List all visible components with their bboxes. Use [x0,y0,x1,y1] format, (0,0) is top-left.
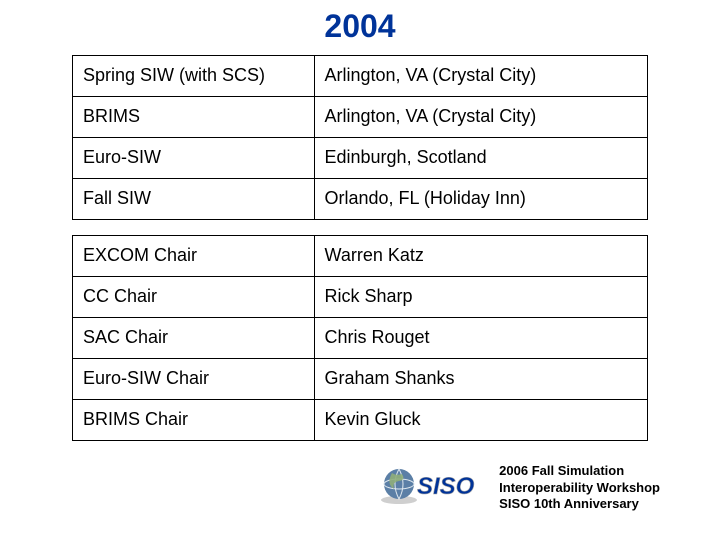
chair-role: CC Chair [73,277,315,318]
table-row: SAC Chair Chris Rouget [73,318,648,359]
events-table: Spring SIW (with SCS) Arlington, VA (Cry… [72,55,648,220]
svg-text:SISO: SISO [417,473,475,500]
event-location: Edinburgh, Scotland [314,138,648,179]
chair-role: SAC Chair [73,318,315,359]
chair-role: EXCOM Chair [73,236,315,277]
footer-line: Interoperability Workshop [499,480,660,496]
chair-name: Rick Sharp [314,277,648,318]
chairs-table: EXCOM Chair Warren Katz CC Chair Rick Sh… [72,235,648,441]
footer-line: SISO 10th Anniversary [499,496,660,512]
table-row: Euro-SIW Edinburgh, Scotland [73,138,648,179]
chair-role: Euro-SIW Chair [73,359,315,400]
footer-text: 2006 Fall Simulation Interoperability Wo… [499,463,660,512]
table-row: BRIMS Chair Kevin Gluck [73,400,648,441]
event-location: Arlington, VA (Crystal City) [314,56,648,97]
slide-footer: SISO 2006 Fall Simulation Interoperabili… [377,463,660,512]
table-row: Euro-SIW Chair Graham Shanks [73,359,648,400]
chair-role: BRIMS Chair [73,400,315,441]
event-name: BRIMS [73,97,315,138]
tables-container: Spring SIW (with SCS) Arlington, VA (Cry… [72,55,648,441]
table-row: Spring SIW (with SCS) Arlington, VA (Cry… [73,56,648,97]
event-location: Orlando, FL (Holiday Inn) [314,179,648,220]
event-location: Arlington, VA (Crystal City) [314,97,648,138]
slide-2004: 2004 Spring SIW (with SCS) Arlington, VA… [0,0,720,540]
page-title: 2004 [0,8,720,45]
table-row: EXCOM Chair Warren Katz [73,236,648,277]
table-row: CC Chair Rick Sharp [73,277,648,318]
siso-logo-icon: SISO [377,464,487,511]
table-row: BRIMS Arlington, VA (Crystal City) [73,97,648,138]
chair-name: Chris Rouget [314,318,648,359]
footer-line: 2006 Fall Simulation [499,463,660,479]
table-row: Fall SIW Orlando, FL (Holiday Inn) [73,179,648,220]
chair-name: Warren Katz [314,236,648,277]
chair-name: Kevin Gluck [314,400,648,441]
chair-name: Graham Shanks [314,359,648,400]
event-name: Fall SIW [73,179,315,220]
event-name: Spring SIW (with SCS) [73,56,315,97]
event-name: Euro-SIW [73,138,315,179]
